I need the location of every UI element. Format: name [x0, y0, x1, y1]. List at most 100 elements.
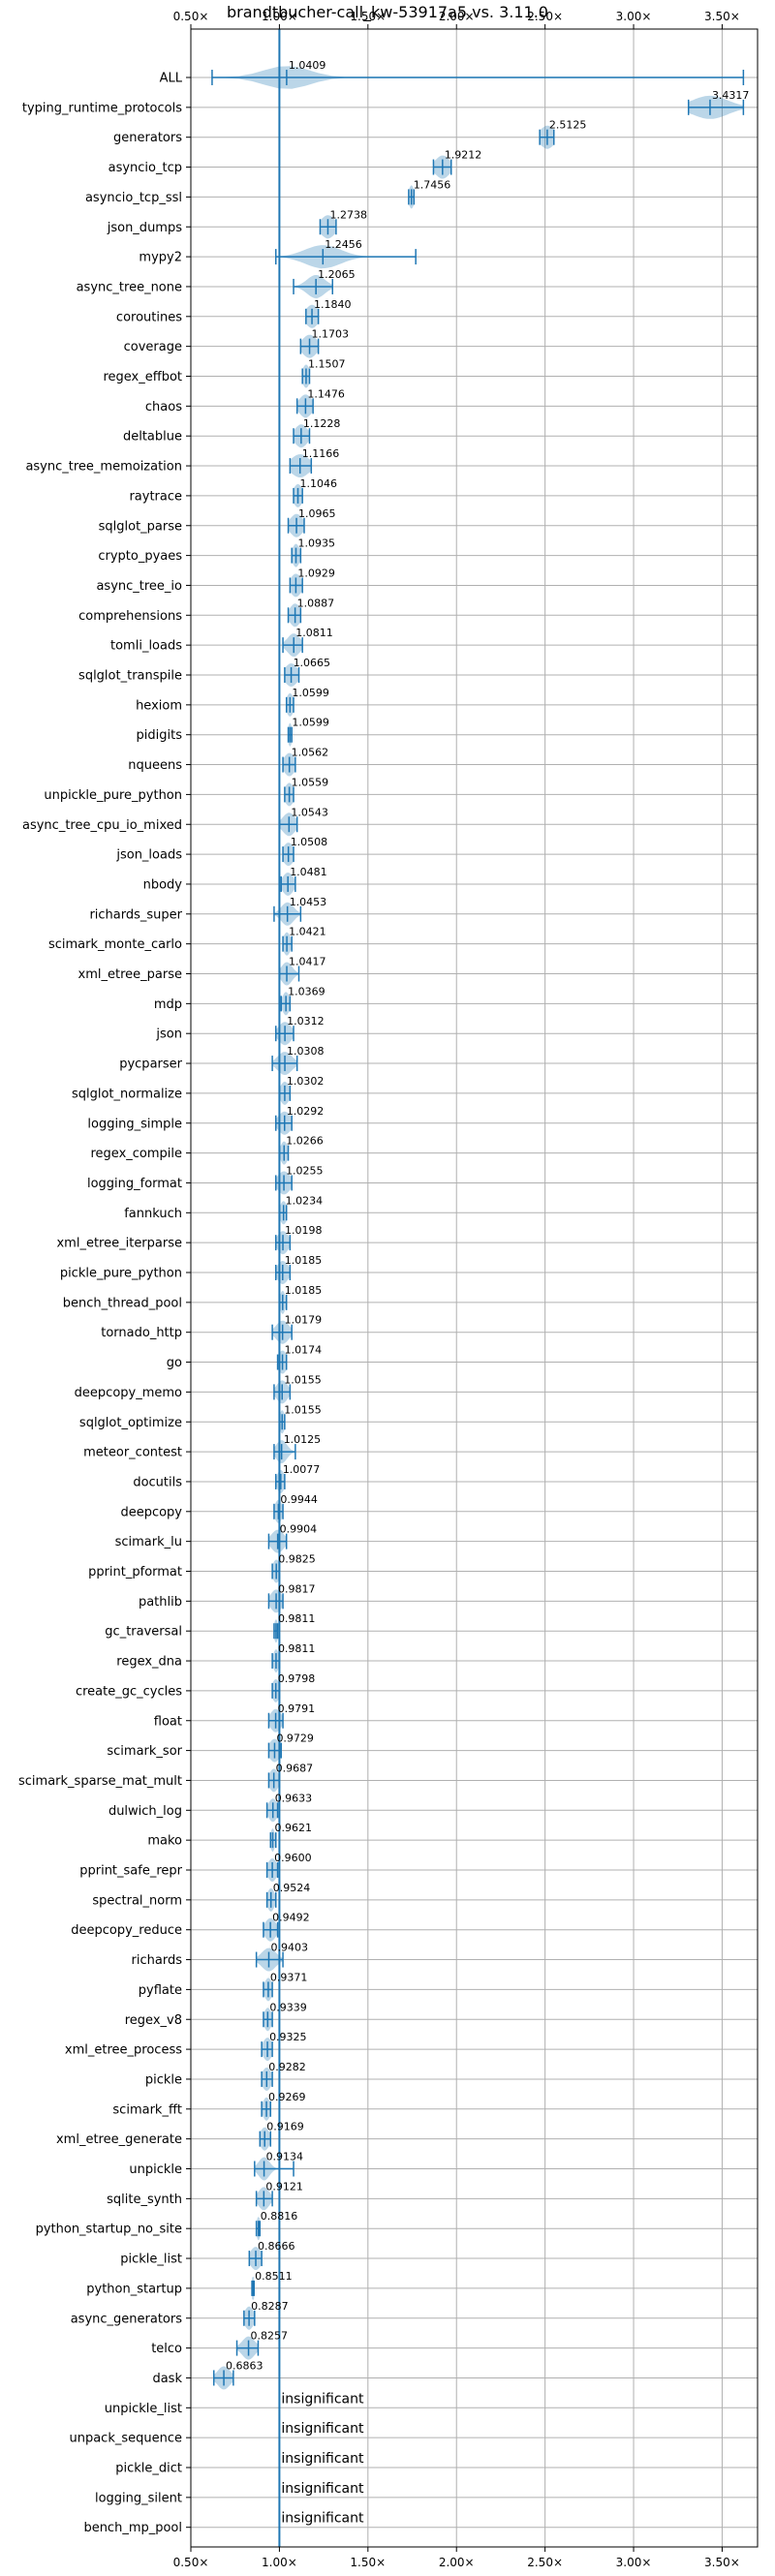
y-tick-label: spectral_norm — [92, 1893, 182, 1908]
value-label: 1.0174 — [285, 1344, 323, 1357]
y-tick-label: logging_silent — [95, 2491, 182, 2505]
value-label: 1.0155 — [284, 1373, 322, 1386]
y-tick-label: crypto_pyaes — [98, 549, 182, 564]
value-label: 1.1228 — [303, 417, 341, 430]
value-label: 1.0077 — [283, 1463, 321, 1476]
value-label: 1.0308 — [287, 1045, 325, 1058]
insignificant-label: insignificant — [281, 2481, 364, 2497]
value-label: 1.0599 — [292, 687, 329, 699]
chart-title: brandtbucher-call_kw-53917a5 vs. 3.11.0 — [227, 3, 548, 22]
value-label: 0.8511 — [255, 2270, 293, 2283]
y-tick-label: scimark_sparse_mat_mult — [18, 1774, 182, 1789]
value-label: 1.2738 — [329, 208, 367, 221]
value-label: 1.2456 — [325, 238, 362, 251]
value-label: 1.0887 — [297, 597, 335, 609]
y-tick-label: generators — [113, 131, 182, 145]
value-label: 1.0369 — [288, 985, 326, 997]
value-label: 0.9825 — [278, 1553, 316, 1566]
value-label: 1.0234 — [286, 1194, 324, 1207]
y-tick-label: mypy2 — [139, 251, 182, 265]
y-tick-label: scimark_sor — [107, 1744, 182, 1759]
y-tick-label: unpickle_pure_python — [44, 788, 182, 803]
value-label: 0.9600 — [274, 1852, 312, 1864]
y-tick-label: json — [155, 1027, 182, 1042]
y-tick-label: sqlglot_parse — [99, 519, 182, 534]
label-layer: ALL typing_runtime_protocols generators asy… — [18, 59, 749, 2535]
y-tick-label: scimark_lu — [115, 1535, 182, 1549]
value-label: 0.9371 — [270, 1971, 308, 1983]
x-tick-label-top: 2.00× — [439, 10, 475, 23]
value-label: 1.1166 — [302, 447, 340, 460]
value-label: 0.9524 — [273, 1882, 311, 1894]
value-label: 1.0481 — [290, 866, 327, 878]
y-tick-label: bench_thread_pool — [63, 1296, 182, 1310]
y-tick-label: fannkuch — [124, 1207, 182, 1221]
value-label: 1.0665 — [294, 657, 331, 669]
value-label: 1.0185 — [285, 1284, 323, 1297]
y-tick-label: telco — [151, 2342, 182, 2356]
value-label: 0.6863 — [226, 2359, 264, 2372]
value-label: 1.0453 — [290, 896, 327, 908]
value-label: 0.9282 — [268, 2061, 306, 2073]
value-label: 0.9325 — [269, 2031, 307, 2043]
y-tick-label: coroutines — [116, 310, 182, 324]
y-tick-label: pickle_dict — [115, 2462, 182, 2476]
insignificant-label: insignificant — [281, 2511, 364, 2527]
value-label: 3.4317 — [712, 89, 750, 102]
value-label: 1.0562 — [292, 747, 329, 759]
x-tick-label-top: 3.00× — [616, 10, 652, 23]
y-tick-label: xml_etree_process — [65, 2043, 182, 2058]
x-tick-label-bottom: 2.50× — [527, 2556, 563, 2569]
value-label: 0.9621 — [274, 1822, 312, 1834]
value-label: 0.9633 — [275, 1792, 313, 1804]
value-label: 1.0179 — [285, 1314, 323, 1327]
value-label: 0.8287 — [251, 2300, 289, 2313]
value-label: 0.9798 — [278, 1672, 316, 1685]
value-label: 1.0421 — [289, 926, 326, 938]
y-tick-label: gc_traversal — [105, 1625, 182, 1640]
y-tick-label: async_tree_io — [96, 579, 182, 594]
value-label: 1.0302 — [287, 1075, 325, 1088]
insignificant-label: insignificant — [281, 2421, 364, 2437]
y-tick-label: pprint_pformat — [88, 1565, 182, 1579]
value-label: 1.0935 — [297, 537, 335, 550]
y-tick-label: pickle_pure_python — [60, 1267, 182, 1281]
value-label: 0.9729 — [276, 1733, 314, 1745]
value-label: 0.9339 — [269, 2001, 307, 2013]
y-tick-label: deltablue — [123, 430, 182, 445]
y-tick-label: async_tree_none — [77, 280, 182, 294]
y-tick-label: meteor_contest — [83, 1446, 182, 1460]
y-tick-label: pathlib — [139, 1595, 182, 1610]
y-tick-label: nbody — [143, 877, 183, 892]
y-tick-label: regex_dna — [116, 1655, 182, 1670]
value-label: 1.0185 — [285, 1254, 323, 1267]
y-tick-label: async_tree_cpu_io_mixed — [22, 818, 182, 833]
y-tick-label: create_gc_cycles — [76, 1684, 182, 1699]
y-tick-label: coverage — [124, 340, 182, 354]
y-tick-label: bench_mp_pool — [83, 2521, 182, 2535]
value-label: 0.9904 — [280, 1523, 318, 1536]
value-label: 0.9403 — [270, 1942, 308, 1954]
y-tick-label: regex_compile — [90, 1147, 182, 1161]
y-tick-label: json_loads — [115, 848, 182, 863]
y-tick-label: comprehensions — [78, 609, 182, 624]
value-label: 1.0508 — [291, 836, 328, 848]
x-tick-label-bottom: 0.50× — [173, 2556, 209, 2569]
x-tick-label-top: 3.50× — [704, 10, 740, 23]
x-tick-label-top: 1.00× — [262, 10, 297, 23]
violin-layer — [211, 66, 745, 2390]
y-tick-label: pycparser — [119, 1058, 182, 1072]
value-label: 1.1507 — [308, 358, 346, 371]
insignificant-label: insignificant — [281, 2451, 364, 2467]
value-label: 1.0198 — [285, 1224, 323, 1237]
value-label: 0.9811 — [278, 1612, 316, 1625]
y-tick-label: sqlglot_transpile — [78, 669, 182, 684]
value-label: 1.0312 — [287, 1015, 325, 1027]
y-tick-label: regex_v8 — [125, 2013, 182, 2028]
y-tick-label: mako — [147, 1834, 182, 1849]
value-label: 0.9791 — [278, 1702, 316, 1715]
y-tick-label: pyflate — [139, 1983, 182, 1998]
value-label: 1.2065 — [318, 268, 356, 281]
y-tick-label: regex_effbot — [103, 370, 182, 384]
